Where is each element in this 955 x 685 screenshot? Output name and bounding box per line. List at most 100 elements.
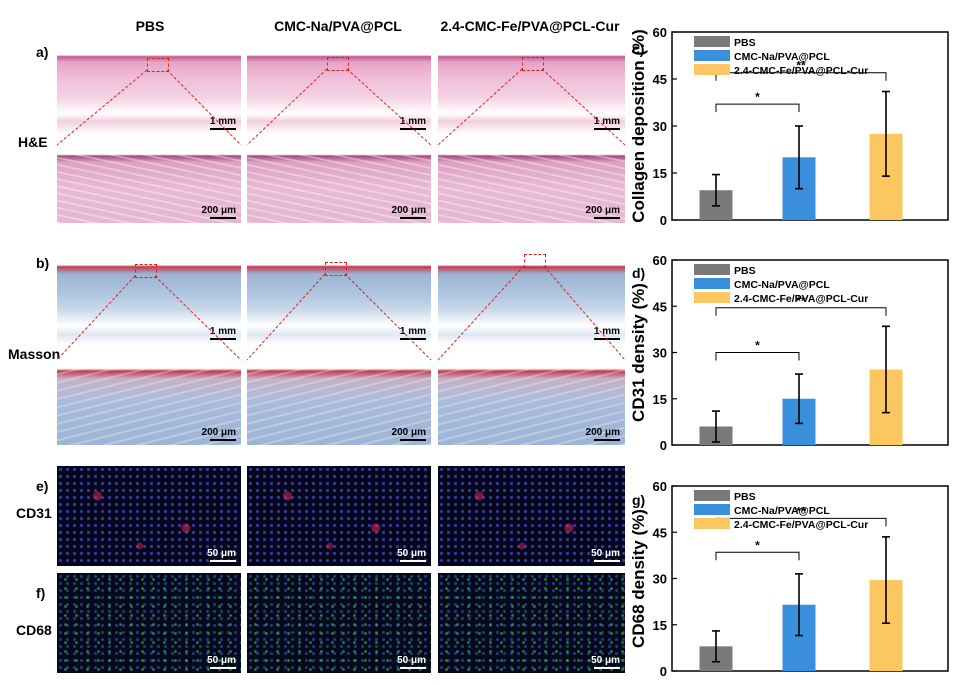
significance-bracket — [715, 103, 800, 113]
scale-bar: 1 mm — [210, 116, 236, 130]
zoom-box — [327, 57, 349, 71]
significance-label: ** — [796, 504, 806, 518]
y-tick-label: 30 — [653, 346, 667, 361]
legend-swatch — [694, 490, 730, 501]
scale-bar: 1 mm — [400, 116, 426, 130]
legend-swatch — [694, 64, 730, 75]
he-cmc-overview: 1 mm — [247, 42, 431, 134]
legend-swatch — [694, 264, 730, 275]
row-label-he: H&E — [18, 134, 48, 150]
row-label-cd31: CD31 — [16, 505, 52, 521]
significance-bracket — [715, 72, 887, 81]
scale-bar: 50 μm — [397, 548, 426, 562]
zoom-box — [135, 264, 157, 278]
zoom-line — [541, 68, 626, 146]
legend-label: PBS — [734, 265, 756, 277]
legend-label: 2.4-CMC-Fe/PVA@PCL-Cur — [734, 65, 868, 77]
y-axis-label: CD68 density (%) — [630, 509, 648, 648]
zoom-box — [147, 58, 169, 72]
zoom-line — [437, 265, 525, 361]
zoom-line — [344, 273, 432, 361]
significance-bracket — [715, 551, 800, 561]
zoom-box — [524, 254, 546, 268]
y-tick-label: 0 — [660, 438, 667, 453]
cd68-pbs-image: 50 μm — [57, 573, 241, 673]
legend-swatch — [694, 504, 730, 515]
legend-swatch — [694, 278, 730, 289]
y-tick-label: 60 — [653, 479, 667, 494]
panel-label-a: a) — [36, 44, 49, 60]
row-label-masson: Masson — [8, 346, 61, 362]
scale-bar: 1 mm — [210, 326, 236, 340]
scale-bar: 1 mm — [594, 116, 620, 130]
scale-bar: 200 μm — [392, 427, 426, 441]
zoom-line — [166, 69, 242, 146]
he-cur-zoom: 200 μm — [438, 145, 625, 223]
y-tick-label: 45 — [653, 299, 667, 314]
legend-label: PBS — [734, 37, 756, 49]
y-tick-label: 30 — [653, 572, 667, 587]
zoom-box — [325, 262, 347, 276]
scale-bar: 200 μm — [202, 427, 236, 441]
legend-label: PBS — [734, 491, 756, 503]
scale-bar: 50 μm — [591, 548, 620, 562]
scale-bar: 1 mm — [400, 326, 426, 340]
legend-label: 2.4-CMC-Fe/PVA@PCL-Cur — [734, 293, 868, 305]
panel-label-e: e) — [36, 478, 49, 494]
significance-bracket — [715, 307, 887, 316]
legend-swatch — [694, 36, 730, 47]
y-tick-label: 0 — [660, 664, 667, 679]
he-pbs-overview: 1 mm — [57, 42, 241, 134]
y-tick-label: 60 — [653, 253, 667, 268]
legend-swatch — [694, 518, 730, 529]
panel-label: c) — [632, 41, 644, 57]
y-tick-label: 60 — [653, 25, 667, 40]
panel-label: g) — [632, 492, 645, 508]
significance-label: * — [755, 538, 760, 552]
panel-label-b: b) — [36, 255, 50, 271]
column-title-pbs: PBS — [135, 18, 165, 34]
scale-bar: 200 μm — [392, 205, 426, 219]
masson-cur-overview: 1 mm — [438, 252, 625, 344]
zoom-line — [246, 68, 328, 146]
scale-bar: 50 μm — [207, 548, 236, 562]
legend-swatch — [694, 50, 730, 61]
panel-label: d) — [632, 265, 645, 281]
cd68-cur-image: 50 μm — [438, 573, 625, 673]
he-cmc-zoom: 200 μm — [247, 145, 431, 223]
zoom-box — [522, 57, 544, 71]
cd31-pbs-image: 50 μm — [57, 466, 241, 566]
y-axis-label: Collagen deposition (%) — [630, 29, 648, 223]
masson-pbs-zoom: 200 μm — [57, 360, 241, 445]
zoom-line — [56, 275, 136, 361]
legend-label: 2.4-CMC-Fe/PVA@PCL-Cur — [734, 519, 868, 531]
zoom-line — [246, 273, 326, 361]
cd31-cur-image: 50 μm — [438, 466, 625, 566]
row-label-cd68: CD68 — [16, 622, 52, 638]
column-title-cmc: CMC-Na/PVA@PCL — [274, 18, 402, 34]
scale-bar: 50 μm — [207, 655, 236, 669]
cd68-cmc-image: 50 μm — [247, 573, 431, 673]
scale-bar: 50 μm — [397, 655, 426, 669]
significance-bracket — [715, 352, 800, 361]
significance-label: ** — [796, 294, 806, 308]
y-tick-label: 15 — [653, 618, 667, 633]
masson-pbs-overview: 1 mm — [57, 252, 241, 344]
significance-label: * — [755, 339, 760, 353]
zoom-connectors — [56, 68, 626, 361]
legend-label: CMC-Na/PVA@PCL — [734, 51, 830, 63]
scale-bar: 200 μm — [586, 205, 620, 219]
zoom-line — [56, 69, 148, 146]
y-axis-label: CD31 density (%) — [630, 283, 648, 422]
scale-bar: 200 μm — [586, 427, 620, 441]
masson-cmc-zoom: 200 μm — [247, 360, 431, 445]
significance-label: * — [755, 90, 760, 104]
he-cur-overview: 1 mm — [438, 42, 625, 134]
scale-bar: 200 μm — [202, 205, 236, 219]
significance-label: ** — [796, 59, 806, 73]
cd31-cmc-image: 50 μm — [247, 466, 431, 566]
panel-label-f: f) — [36, 585, 46, 601]
